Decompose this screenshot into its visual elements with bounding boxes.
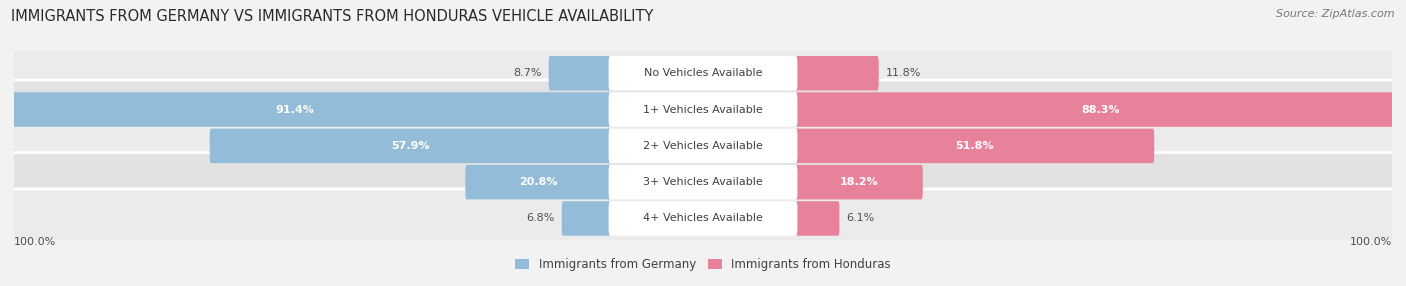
Text: 11.8%: 11.8% [886, 68, 921, 78]
Text: 57.9%: 57.9% [391, 141, 430, 151]
FancyBboxPatch shape [548, 56, 612, 90]
FancyBboxPatch shape [794, 129, 1154, 163]
Text: 8.7%: 8.7% [513, 68, 541, 78]
Text: 1+ Vehicles Available: 1+ Vehicles Available [643, 105, 763, 115]
FancyBboxPatch shape [794, 92, 1406, 127]
Text: IMMIGRANTS FROM GERMANY VS IMMIGRANTS FROM HONDURAS VEHICLE AVAILABILITY: IMMIGRANTS FROM GERMANY VS IMMIGRANTS FR… [11, 9, 654, 23]
FancyBboxPatch shape [0, 116, 1406, 175]
FancyBboxPatch shape [0, 92, 612, 127]
Text: 20.8%: 20.8% [519, 177, 558, 187]
FancyBboxPatch shape [794, 201, 839, 236]
FancyBboxPatch shape [609, 165, 797, 199]
FancyBboxPatch shape [209, 129, 612, 163]
Text: 2+ Vehicles Available: 2+ Vehicles Available [643, 141, 763, 151]
Text: 100.0%: 100.0% [1350, 237, 1392, 247]
FancyBboxPatch shape [0, 152, 1406, 212]
FancyBboxPatch shape [0, 80, 1406, 139]
FancyBboxPatch shape [609, 56, 797, 90]
FancyBboxPatch shape [794, 165, 922, 199]
Text: 88.3%: 88.3% [1081, 105, 1119, 115]
Text: 6.8%: 6.8% [526, 213, 555, 223]
Text: No Vehicles Available: No Vehicles Available [644, 68, 762, 78]
FancyBboxPatch shape [609, 201, 797, 236]
FancyBboxPatch shape [0, 189, 1406, 248]
FancyBboxPatch shape [609, 92, 797, 127]
Text: 51.8%: 51.8% [955, 141, 994, 151]
FancyBboxPatch shape [794, 56, 879, 90]
Text: 18.2%: 18.2% [839, 177, 877, 187]
Text: Source: ZipAtlas.com: Source: ZipAtlas.com [1277, 9, 1395, 19]
Text: 3+ Vehicles Available: 3+ Vehicles Available [643, 177, 763, 187]
Text: 91.4%: 91.4% [276, 105, 315, 115]
Legend: Immigrants from Germany, Immigrants from Honduras: Immigrants from Germany, Immigrants from… [510, 253, 896, 276]
Text: 6.1%: 6.1% [846, 213, 875, 223]
Text: 4+ Vehicles Available: 4+ Vehicles Available [643, 213, 763, 223]
FancyBboxPatch shape [562, 201, 612, 236]
Text: 100.0%: 100.0% [14, 237, 56, 247]
FancyBboxPatch shape [609, 129, 797, 163]
FancyBboxPatch shape [465, 165, 612, 199]
FancyBboxPatch shape [0, 44, 1406, 103]
